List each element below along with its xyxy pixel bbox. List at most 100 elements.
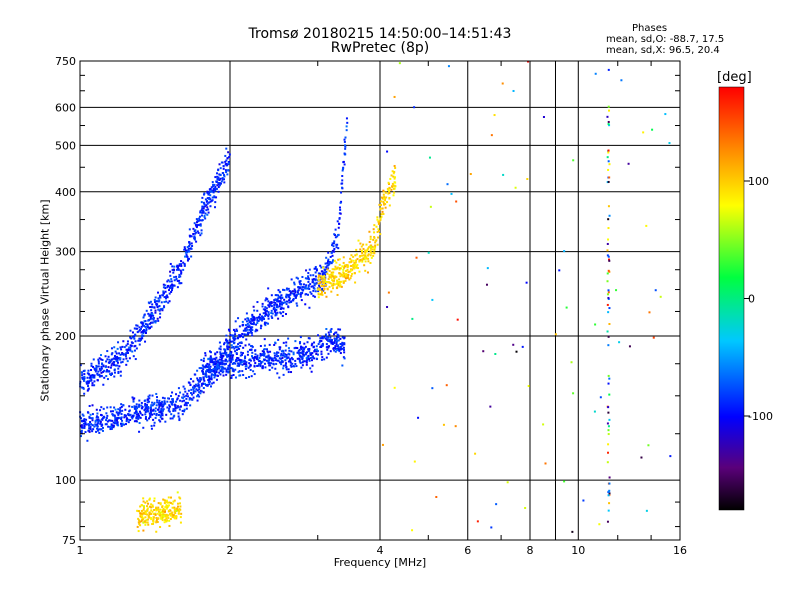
data-point [298, 357, 301, 360]
data-point [261, 302, 264, 305]
data-point [225, 334, 228, 337]
data-point [485, 283, 488, 286]
data-point [110, 423, 113, 426]
data-point [274, 312, 277, 315]
data-point [157, 508, 160, 511]
data-point [214, 352, 217, 355]
data-point [211, 370, 214, 373]
data-point [309, 274, 312, 277]
data-point [172, 408, 175, 411]
data-point [281, 314, 284, 317]
data-point [342, 271, 345, 274]
data-point [320, 353, 323, 356]
data-point [274, 301, 277, 304]
data-point [339, 328, 342, 331]
data-point [382, 200, 385, 203]
data-point [91, 430, 94, 433]
data-point [294, 294, 297, 297]
data-point [161, 307, 164, 310]
data-point [176, 505, 179, 508]
data-point [275, 308, 278, 311]
data-point [100, 428, 103, 431]
chart-title: Tromsø 20180215 14:50:00–14:51:43 [248, 26, 512, 42]
data-point [87, 423, 90, 426]
data-point [247, 319, 250, 322]
data-point [320, 344, 323, 347]
data-point [149, 316, 152, 319]
data-point [143, 512, 146, 515]
data-point [237, 362, 240, 365]
data-point [204, 198, 207, 201]
data-point [150, 427, 153, 430]
data-point [97, 370, 100, 373]
data-point [118, 411, 121, 414]
data-point [338, 350, 341, 353]
data-point [198, 219, 201, 222]
data-point [265, 307, 268, 310]
data-point [162, 511, 165, 514]
data-point [232, 346, 235, 349]
data-point [173, 276, 176, 279]
data-point [159, 296, 162, 299]
data-point [366, 250, 369, 253]
data-point [371, 245, 374, 248]
data-point [105, 370, 108, 373]
data-point [302, 353, 305, 356]
data-point [648, 311, 651, 314]
data-point [98, 431, 101, 434]
data-point [120, 422, 123, 425]
data-point [289, 292, 292, 295]
data-point [282, 302, 285, 305]
data-point [131, 336, 134, 339]
data-point [150, 325, 153, 328]
data-point [606, 520, 609, 523]
data-point [178, 502, 181, 505]
data-point [322, 285, 325, 288]
data-point [242, 336, 245, 339]
data-point [226, 157, 229, 160]
data-point [223, 367, 226, 370]
data-point [211, 361, 214, 364]
data-point [111, 373, 114, 376]
data-point [299, 346, 302, 349]
data-point [264, 299, 267, 302]
data-point [88, 416, 91, 419]
data-point [341, 347, 344, 350]
data-point [330, 273, 333, 276]
data-point [284, 349, 287, 352]
x-tick-label: 16 [673, 544, 687, 557]
data-point [251, 329, 254, 332]
data-point [300, 345, 303, 348]
data-point [141, 334, 144, 337]
data-point [91, 419, 94, 422]
data-point [216, 175, 219, 178]
data-point [268, 358, 271, 361]
data-point [120, 405, 123, 408]
data-point [275, 358, 278, 361]
data-point [296, 357, 299, 360]
data-point [482, 350, 485, 353]
data-point [144, 323, 147, 326]
data-point [606, 280, 609, 283]
data-point [392, 194, 395, 197]
data-point [97, 418, 100, 421]
data-point [279, 296, 282, 299]
data-point [391, 182, 394, 185]
data-point [206, 362, 209, 365]
data-point [227, 355, 230, 358]
data-point [349, 257, 352, 260]
data-point [382, 193, 385, 196]
data-point [346, 276, 349, 279]
data-point [156, 399, 159, 402]
data-point [81, 378, 84, 381]
data-point [90, 378, 93, 381]
data-point [344, 136, 347, 139]
data-point [179, 505, 182, 508]
data-point [167, 279, 170, 282]
data-point [298, 348, 301, 351]
data-point [205, 364, 208, 367]
data-point [326, 288, 329, 291]
data-point [228, 339, 231, 342]
data-point [153, 412, 156, 415]
data-point [373, 236, 376, 239]
